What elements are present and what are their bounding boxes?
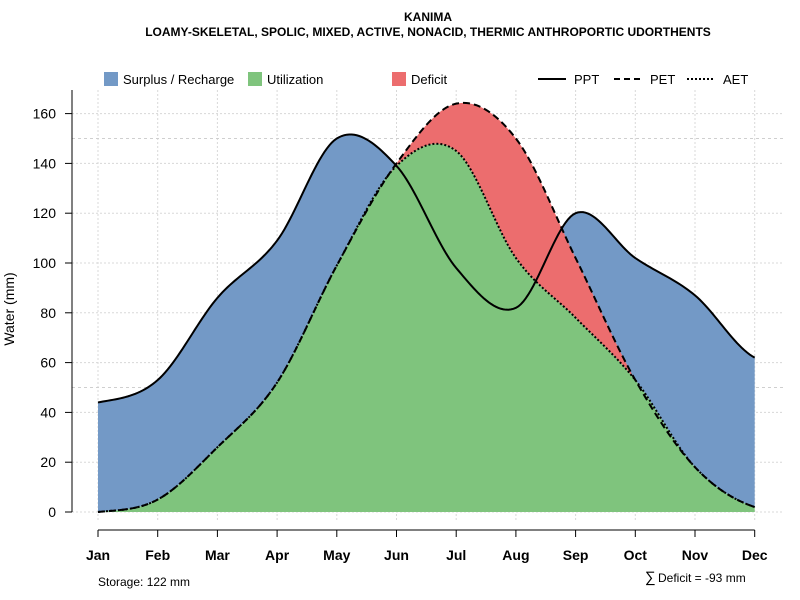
areas xyxy=(98,102,755,513)
series-line-ppt xyxy=(97,133,756,404)
x-tick-label: May xyxy=(323,547,350,563)
deficit-annotation: Deficit = -93 mm xyxy=(658,571,746,585)
x-tick-label: Dec xyxy=(742,547,768,563)
axes: 0 20 40 60 80 100 120 140 160 Jan Feb Mar Apr May Jun J… xyxy=(33,90,768,563)
x-tick-label: Oct xyxy=(624,547,648,563)
y-tick-label: 20 xyxy=(40,454,56,470)
x-tick-label: Nov xyxy=(682,547,709,563)
x-tick-label: Jul xyxy=(446,547,466,563)
legend-swatch-3 xyxy=(392,72,406,86)
y-tick-label: 100 xyxy=(33,255,57,271)
chart-subtitle: LOAMY-SKELETAL, SPOLIC, MIXED, ACTIVE, N… xyxy=(145,25,711,39)
x-tick-label: Sep xyxy=(563,547,589,563)
sum-icon: ∑ xyxy=(645,569,656,586)
y-tick-label: 160 xyxy=(33,106,57,122)
legend-swatch-2 xyxy=(248,72,262,86)
utilization-area xyxy=(98,143,755,513)
legend-label-series: PPT xyxy=(574,72,599,87)
legend-swatch-1 xyxy=(104,72,118,86)
legend-label-area: Deficit xyxy=(411,72,448,87)
series-line-pet xyxy=(97,101,756,513)
x-tick-label: Apr xyxy=(265,547,290,563)
y-tick-label: 120 xyxy=(33,205,57,221)
y-axis-label: Water (mm) xyxy=(1,272,17,345)
chart-title: KANIMA xyxy=(404,10,452,24)
x-tick-label: Feb xyxy=(145,547,170,563)
x-tick-label: Jan xyxy=(86,547,110,563)
series-lines xyxy=(97,101,756,513)
legend-label-series: AET xyxy=(723,72,748,87)
legend-label-area: Utilization xyxy=(267,72,323,87)
x-tick-label: Aug xyxy=(502,547,529,563)
y-tick-label: 0 xyxy=(48,504,56,520)
surplus-area xyxy=(98,134,755,512)
legend-label-series: PET xyxy=(650,72,675,87)
series-line-aet xyxy=(97,142,756,513)
legend-label-area: Surplus / Recharge xyxy=(123,72,234,87)
x-tick-label: Mar xyxy=(205,547,230,563)
y-tick-label: 140 xyxy=(33,155,57,171)
legend: Surplus / Recharge Utilization Deficit PPT P… xyxy=(104,72,748,87)
y-tick-label: 80 xyxy=(40,305,56,321)
y-tick-label: 40 xyxy=(40,404,56,420)
storage-annotation: Storage: 122 mm xyxy=(98,575,190,589)
y-tick-label: 60 xyxy=(40,355,56,371)
x-tick-label: Jun xyxy=(384,547,409,563)
